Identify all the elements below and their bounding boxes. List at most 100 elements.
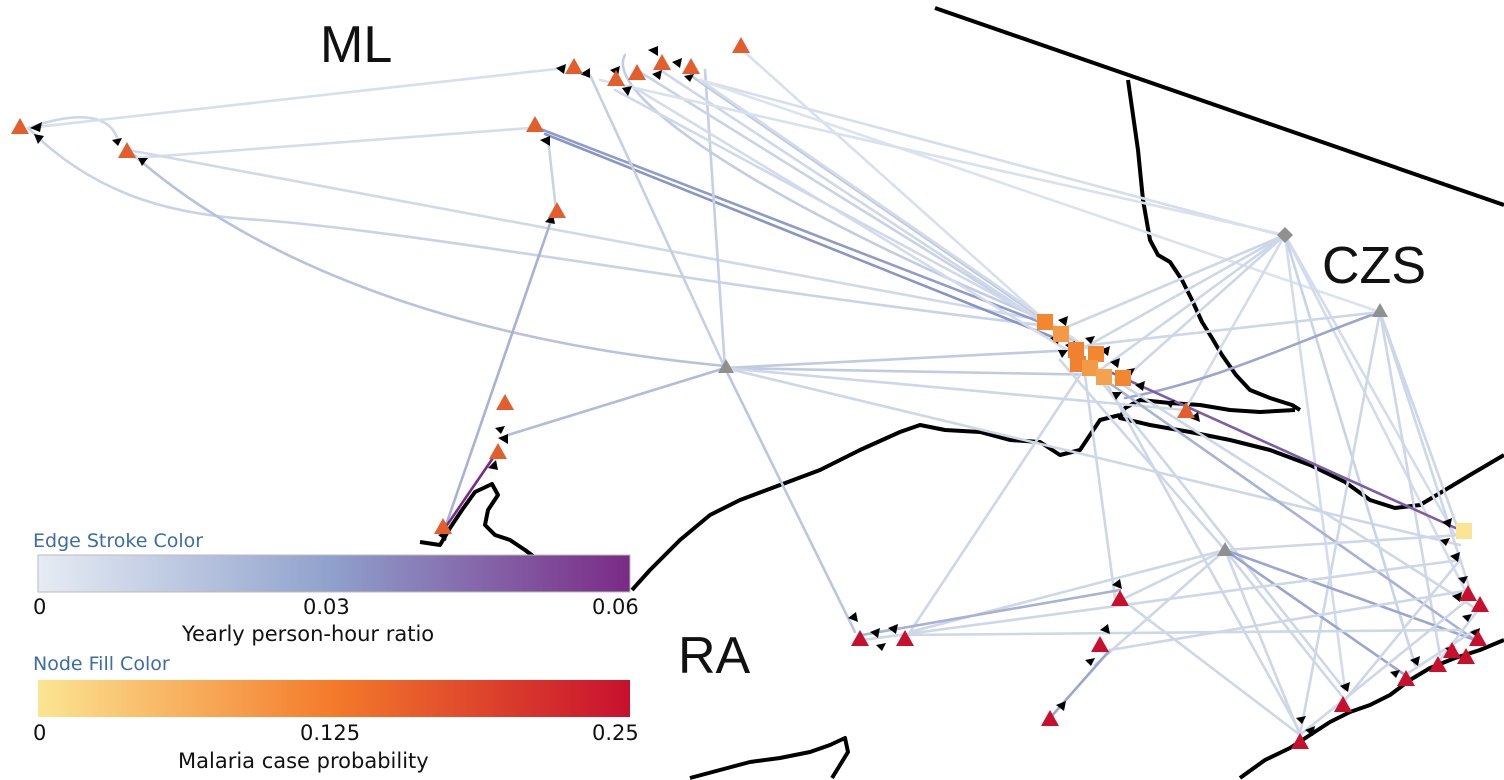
triangle-node (1429, 656, 1447, 672)
border-czs-west (1126, 79, 1302, 412)
triangle-node (1397, 670, 1415, 686)
arrow-icon (488, 460, 498, 470)
arrow-icon (648, 46, 658, 56)
triangle-node (1457, 648, 1475, 664)
edge (1048, 648, 1112, 720)
edge (1113, 378, 1480, 612)
edge (1108, 370, 1462, 532)
edge (1108, 588, 1472, 652)
region-label-ra: RA (678, 627, 751, 685)
edge (688, 73, 1082, 347)
triangle-node (1091, 636, 1109, 652)
region-label-czs: CZS (1322, 237, 1426, 295)
legend-edge: Edge Stroke Color 0 0.03 0.06 Yearly per… (33, 530, 639, 646)
arrow-icon (1452, 592, 1462, 602)
edge (126, 148, 727, 368)
edge (698, 78, 1382, 314)
borders (419, 6, 1504, 780)
edge (1123, 233, 1287, 380)
arrow-icon (1190, 412, 1200, 422)
edge (133, 126, 532, 160)
square-node (1115, 370, 1131, 386)
arrow-icon (580, 68, 590, 78)
triangle-node (851, 630, 869, 646)
triangle-node (548, 202, 566, 218)
legend-node: Node Fill Color 0 0.125 0.25 Malaria cas… (33, 653, 639, 773)
legend-edge-tick-max: 0.06 (592, 595, 639, 619)
triangle-node (565, 58, 583, 74)
arrow-icon (30, 122, 42, 132)
edge (1298, 596, 1472, 737)
edge (1283, 233, 1417, 667)
triangle-nodes-red (851, 585, 1489, 749)
edge (698, 78, 1282, 237)
triangle-node (526, 116, 544, 132)
arrow-icon (556, 64, 566, 74)
edges (26, 46, 1480, 737)
arrow-icon (1100, 346, 1110, 356)
edge (598, 78, 1287, 237)
edge (543, 132, 1062, 342)
triangle-node (1459, 585, 1477, 601)
arrow-icon (652, 70, 662, 80)
edge (1098, 233, 1287, 372)
arrow-icon (870, 628, 880, 638)
edge (126, 148, 1042, 322)
triangle-node (489, 443, 507, 459)
legend-node-colorbar (38, 680, 630, 717)
edge (1123, 310, 1382, 400)
edge (1283, 233, 1457, 537)
edge (703, 68, 727, 370)
edge (1378, 310, 1472, 592)
legend-edge-colorbar (37, 554, 631, 593)
edge (1083, 373, 1117, 600)
triangle-node (11, 118, 29, 134)
arrow-icon (1058, 316, 1068, 326)
triangle-nodes-orange (11, 37, 1195, 534)
triangle-node (1471, 596, 1489, 612)
arrow-icon (1340, 682, 1350, 692)
square-nodes (1037, 314, 1472, 539)
arrow-icon (1100, 624, 1110, 634)
arrowheads (30, 46, 1480, 736)
hub-node (1372, 303, 1388, 317)
hub-node (1217, 542, 1233, 556)
arrow-icon (1165, 400, 1175, 408)
triangle-node (1443, 642, 1461, 658)
edge (588, 73, 727, 370)
arrow-icon (1085, 336, 1095, 344)
border-south-island (689, 736, 850, 780)
edge (908, 373, 1082, 634)
square-node (1068, 342, 1084, 358)
edge (1403, 628, 1477, 677)
square-node (1082, 360, 1098, 376)
region-label-ml: ML (320, 16, 392, 74)
triangle-node (1111, 590, 1129, 606)
edge (658, 68, 1072, 342)
edge (723, 348, 1077, 370)
border-ra-north (630, 413, 1121, 592)
square-node (1053, 326, 1069, 342)
arrow-icon (1056, 701, 1066, 711)
arrow-icon (1135, 381, 1145, 391)
hub-nodes (718, 227, 1388, 556)
arrow-icon (1458, 576, 1468, 584)
legend-node-label: Malaria case probability (178, 749, 429, 773)
edge (903, 628, 1462, 637)
legend-node-tick-mid: 0.125 (300, 721, 360, 745)
edge (1058, 233, 1287, 332)
border-czs-south (1118, 398, 1504, 510)
legend-edge-tick-min: 0 (33, 595, 46, 619)
edge (26, 66, 567, 130)
edge (1088, 310, 1382, 347)
edge (1058, 358, 1227, 552)
triangle-node (434, 518, 452, 534)
legend-edge-tick-mid: 0.03 (303, 595, 350, 619)
arrow-icon (1450, 552, 1460, 562)
edge (1098, 378, 1347, 692)
edge (738, 46, 1052, 327)
edge (621, 53, 1047, 322)
triangle-node (732, 37, 750, 53)
edge (723, 366, 1462, 547)
edge (1283, 233, 1472, 602)
